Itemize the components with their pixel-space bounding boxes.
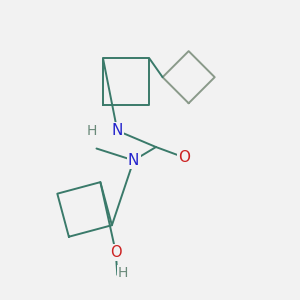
Text: O: O <box>110 245 122 260</box>
Text: N: N <box>112 123 123 138</box>
Text: N: N <box>128 153 139 168</box>
Text: O: O <box>178 150 190 165</box>
Text: H: H <box>118 266 128 280</box>
Text: H: H <box>87 124 97 138</box>
